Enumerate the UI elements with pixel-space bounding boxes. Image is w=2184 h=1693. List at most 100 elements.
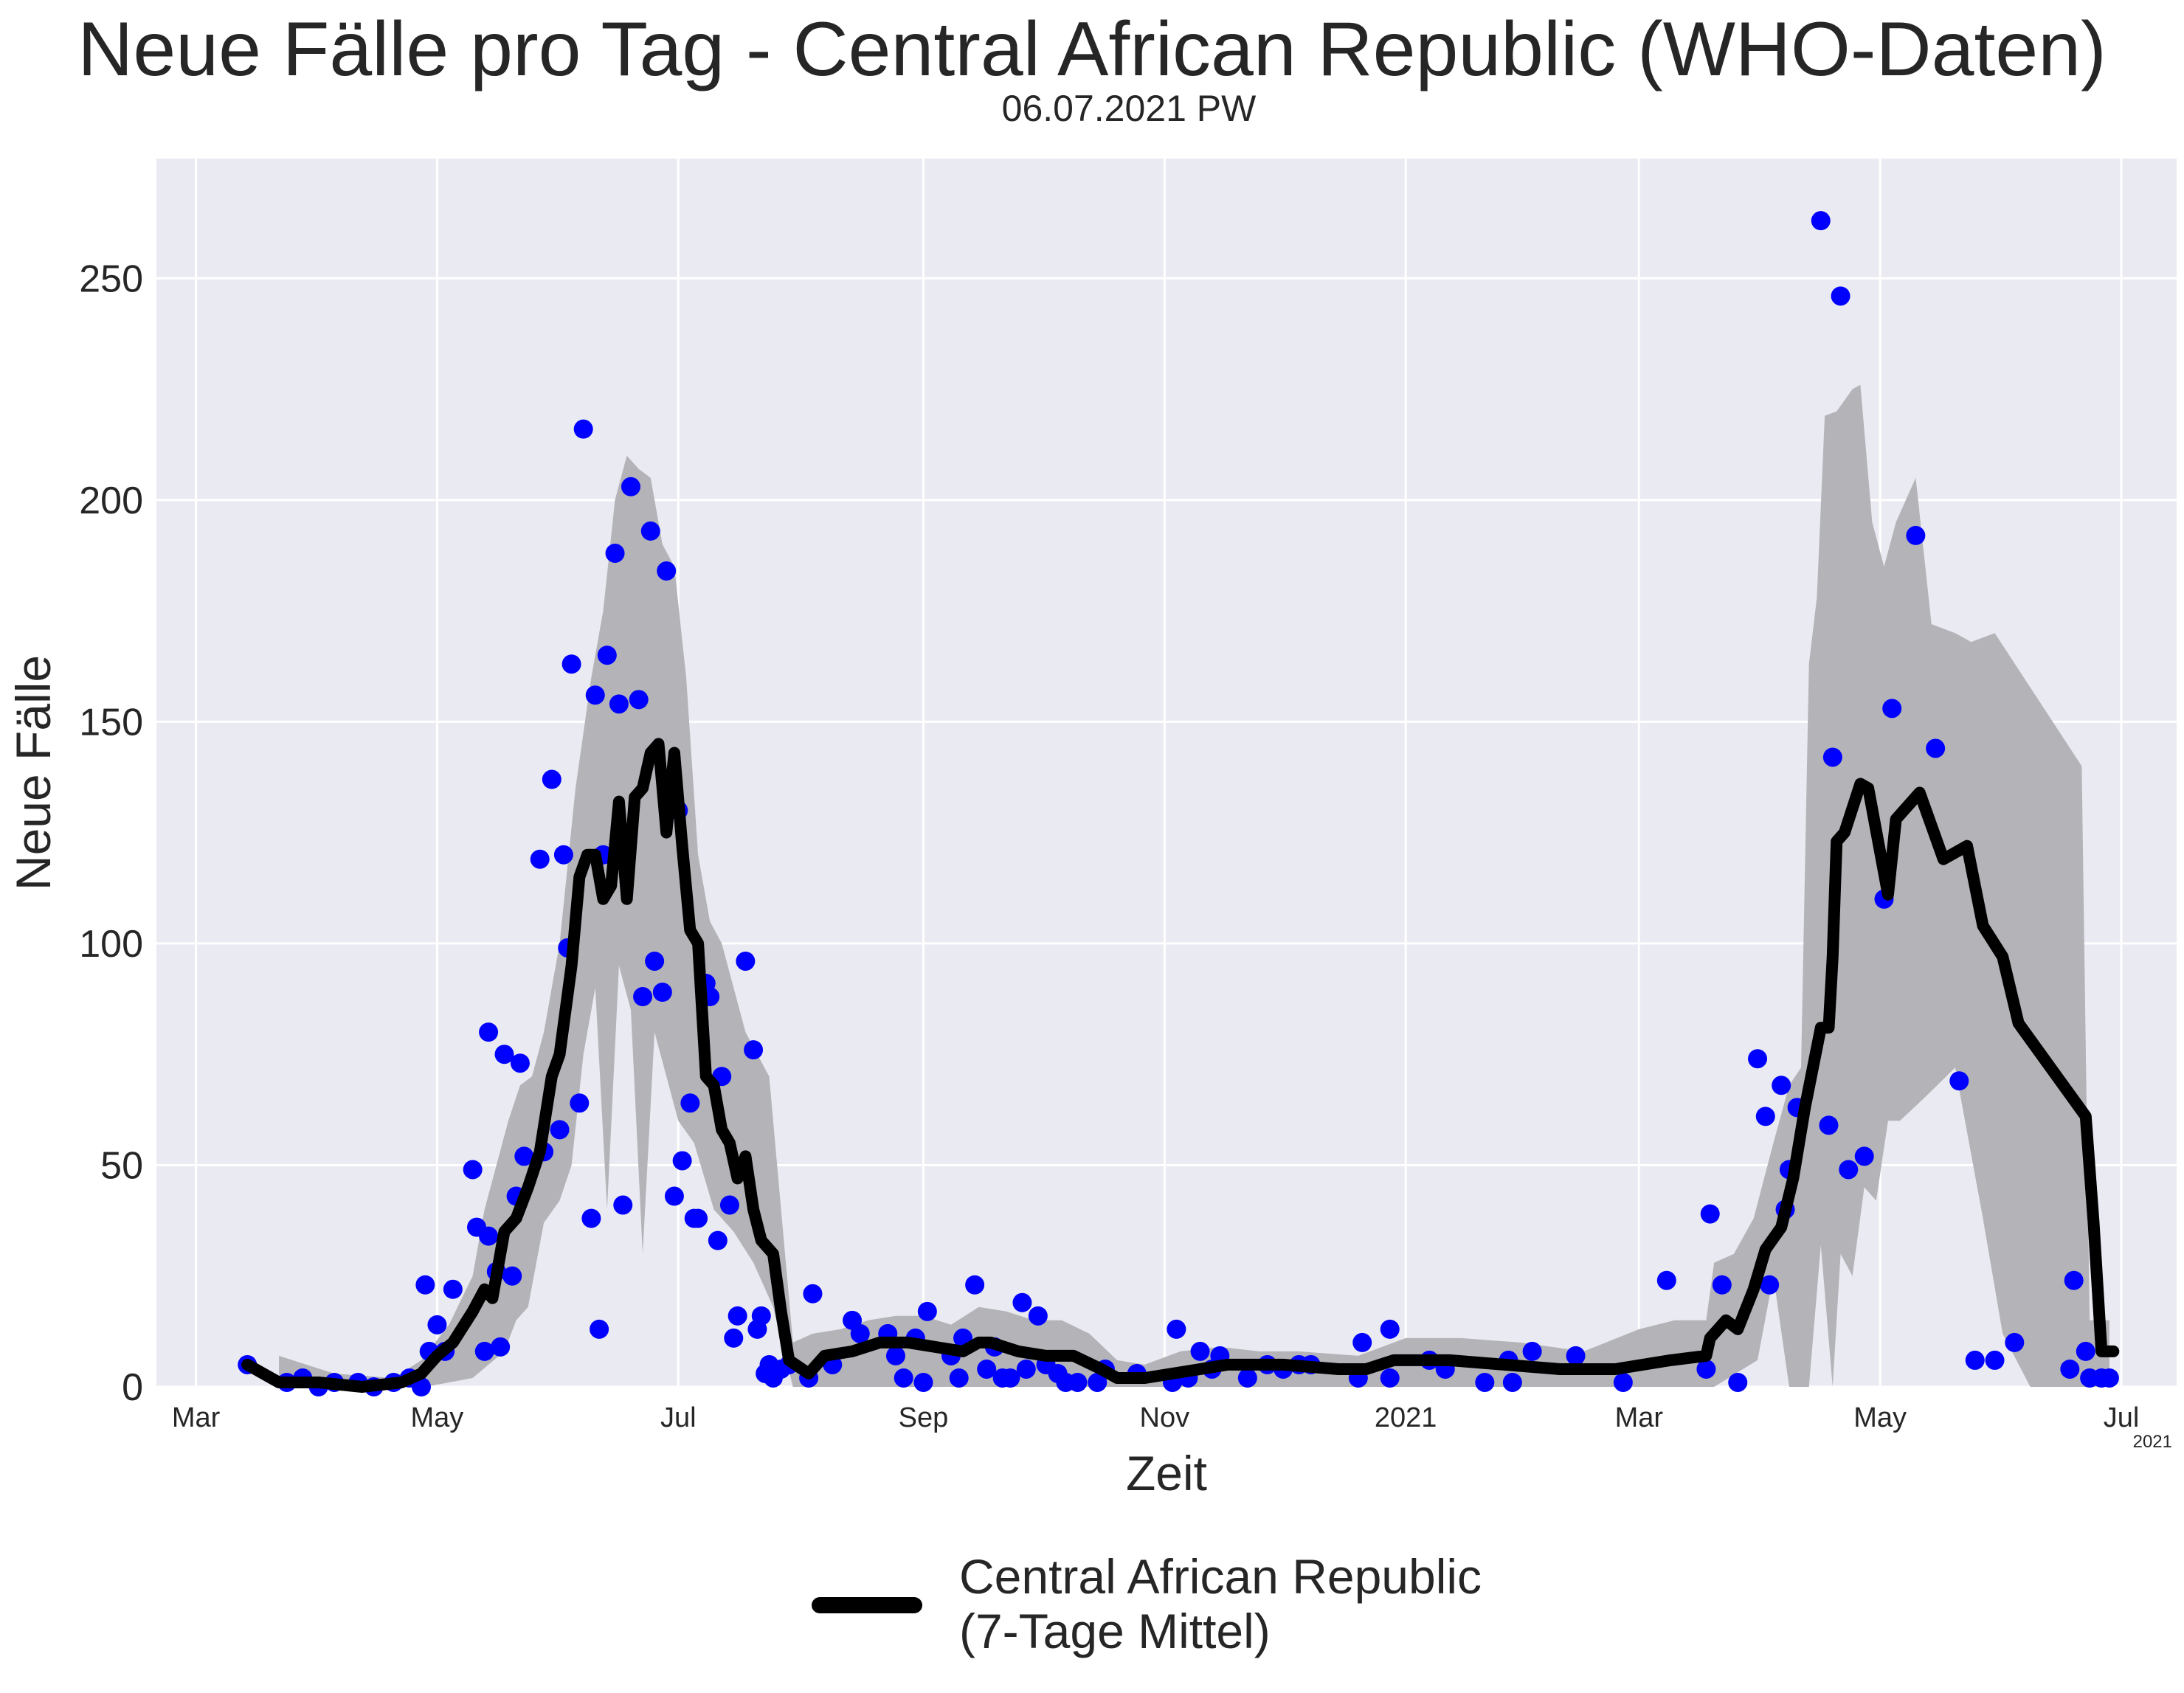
- data-point: [640, 521, 660, 541]
- data-point: [728, 1306, 747, 1326]
- data-point: [491, 1337, 511, 1357]
- data-point: [708, 1230, 728, 1250]
- data-point: [664, 1186, 684, 1206]
- data-point: [479, 1226, 499, 1246]
- data-point: [1613, 1372, 1633, 1392]
- data-point: [1748, 1049, 1768, 1069]
- y-axis-label: Neue Fälle: [6, 655, 61, 890]
- data-point: [977, 1359, 997, 1379]
- data-point: [1839, 1160, 1859, 1180]
- data-point: [1028, 1306, 1048, 1326]
- data-point: [1352, 1332, 1372, 1352]
- y-tick-label: 100: [79, 923, 143, 966]
- data-point: [581, 1208, 601, 1228]
- data-point: [621, 477, 640, 496]
- data-point: [1190, 1341, 1210, 1361]
- data-point: [719, 1195, 739, 1215]
- data-point: [1949, 1071, 1969, 1091]
- data-point: [652, 983, 672, 1003]
- data-point: [657, 561, 677, 581]
- data-point: [1712, 1275, 1732, 1295]
- data-point: [633, 987, 653, 1007]
- data-point: [502, 1266, 522, 1286]
- data-point: [894, 1368, 913, 1388]
- data-point: [1566, 1346, 1586, 1365]
- data-point: [1380, 1368, 1400, 1388]
- data-point: [1831, 286, 1850, 306]
- y-tick-label: 0: [122, 1366, 143, 1409]
- confidence-band: [279, 384, 2109, 1387]
- data-point: [553, 845, 573, 865]
- data-point: [1502, 1372, 1522, 1392]
- y-tick-label: 200: [79, 479, 143, 522]
- data-point: [479, 1022, 499, 1042]
- data-point: [613, 1195, 633, 1215]
- data-point: [2060, 1359, 2080, 1379]
- axes: 0 50 100 150 200 250 Mar May Jul Sep Nov 2021 Mar May…: [79, 257, 2139, 1433]
- x-tick-label: May: [411, 1402, 464, 1433]
- rolling-mean-line: [241, 738, 2120, 1393]
- x-axis-offset-label: 2021: [2133, 1432, 2172, 1452]
- data-point: [2005, 1332, 2025, 1352]
- data-point: [913, 1372, 933, 1392]
- data-point: [1854, 1146, 1874, 1166]
- data-point: [751, 1306, 771, 1326]
- data-point: [736, 951, 756, 971]
- data-point: [427, 1315, 447, 1334]
- data-point: [1906, 525, 1926, 545]
- data-point: [803, 1284, 823, 1303]
- data-point: [680, 1093, 700, 1113]
- data-point: [2076, 1341, 2095, 1361]
- data-point: [1811, 211, 1831, 231]
- data-point: [2064, 1270, 2084, 1290]
- legend: Central African Republic (7-Tage Mittel): [812, 1545, 1549, 1663]
- data-point: [1696, 1359, 1716, 1379]
- data-point: [1760, 1275, 1780, 1295]
- data-point: [1728, 1372, 1748, 1392]
- data-point: [1656, 1270, 1676, 1290]
- data-point: [1700, 1204, 1720, 1224]
- data-point: [1012, 1292, 1032, 1312]
- data-point: [645, 951, 665, 971]
- data-point: [1755, 1107, 1775, 1126]
- data-point: [1167, 1319, 1186, 1339]
- data-point: [965, 1275, 985, 1295]
- data-point: [514, 1146, 534, 1166]
- data-point: [1001, 1368, 1020, 1388]
- data-point: [1965, 1350, 1985, 1370]
- legend-line-swatch: [812, 1597, 922, 1613]
- data-point: [561, 654, 581, 674]
- data-point: [443, 1279, 463, 1299]
- data-point: [609, 694, 629, 714]
- data-point: [510, 1053, 530, 1073]
- data-point: [1772, 1076, 1791, 1095]
- data-point: [585, 685, 605, 705]
- data-point: [917, 1301, 937, 1321]
- x-tick-label: Sep: [899, 1402, 949, 1433]
- data-point: [1475, 1372, 1495, 1392]
- data-point: [1016, 1359, 1036, 1379]
- chart-subtitle: 06.07.2021 PW: [1001, 88, 1257, 129]
- data-point: [1822, 747, 1842, 767]
- x-tick-label: Jul: [660, 1402, 697, 1433]
- data-point: [570, 1093, 590, 1113]
- data-point: [415, 1275, 435, 1295]
- data-point: [590, 1319, 609, 1339]
- y-tick-label: 250: [79, 257, 143, 300]
- x-tick-label: Mar: [1615, 1402, 1664, 1433]
- data-point: [573, 419, 593, 439]
- y-tick-label: 50: [100, 1144, 143, 1187]
- data-point: [1926, 738, 1946, 758]
- data-point: [1882, 699, 1902, 719]
- x-axis-label: Zeit: [1126, 1446, 1207, 1500]
- data-point: [542, 769, 561, 789]
- data-point: [885, 1346, 905, 1365]
- data-point: [1380, 1319, 1400, 1339]
- data-point: [629, 690, 649, 710]
- data-point: [1985, 1350, 2005, 1370]
- data-point: [2099, 1368, 2119, 1388]
- data-point: [1522, 1341, 1542, 1361]
- x-tick-label: Nov: [1140, 1402, 1190, 1433]
- x-tick-label: Mar: [172, 1402, 221, 1433]
